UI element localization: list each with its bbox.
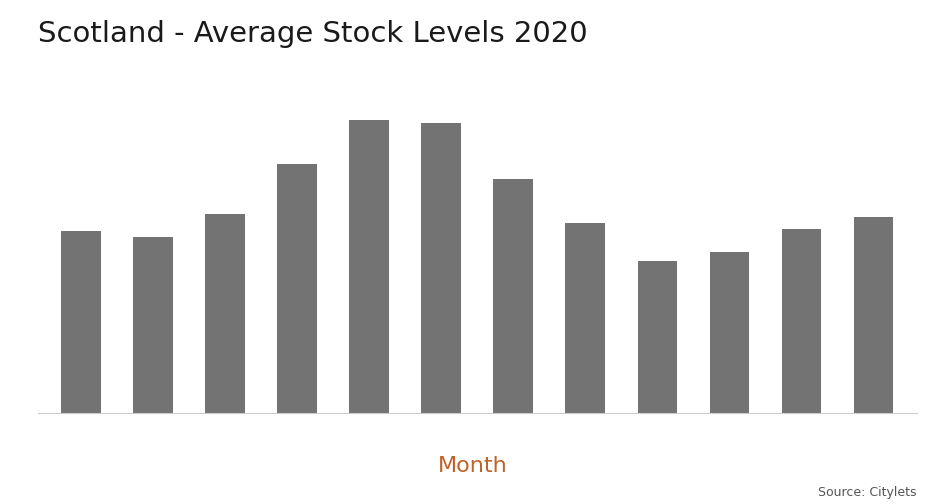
Bar <box>277 164 316 413</box>
Bar <box>205 214 244 413</box>
Bar <box>565 223 604 413</box>
Bar <box>133 237 173 413</box>
Bar <box>852 217 892 413</box>
Bar <box>493 179 532 413</box>
Text: Source: Citylets: Source: Citylets <box>818 486 916 499</box>
Bar <box>421 123 461 413</box>
Bar <box>637 261 677 413</box>
Bar <box>349 120 389 413</box>
Bar <box>709 252 749 413</box>
Text: Scotland - Average Stock Levels 2020: Scotland - Average Stock Levels 2020 <box>38 20 587 48</box>
Text: Month: Month <box>437 456 507 476</box>
Bar <box>61 231 101 413</box>
Bar <box>781 228 820 413</box>
